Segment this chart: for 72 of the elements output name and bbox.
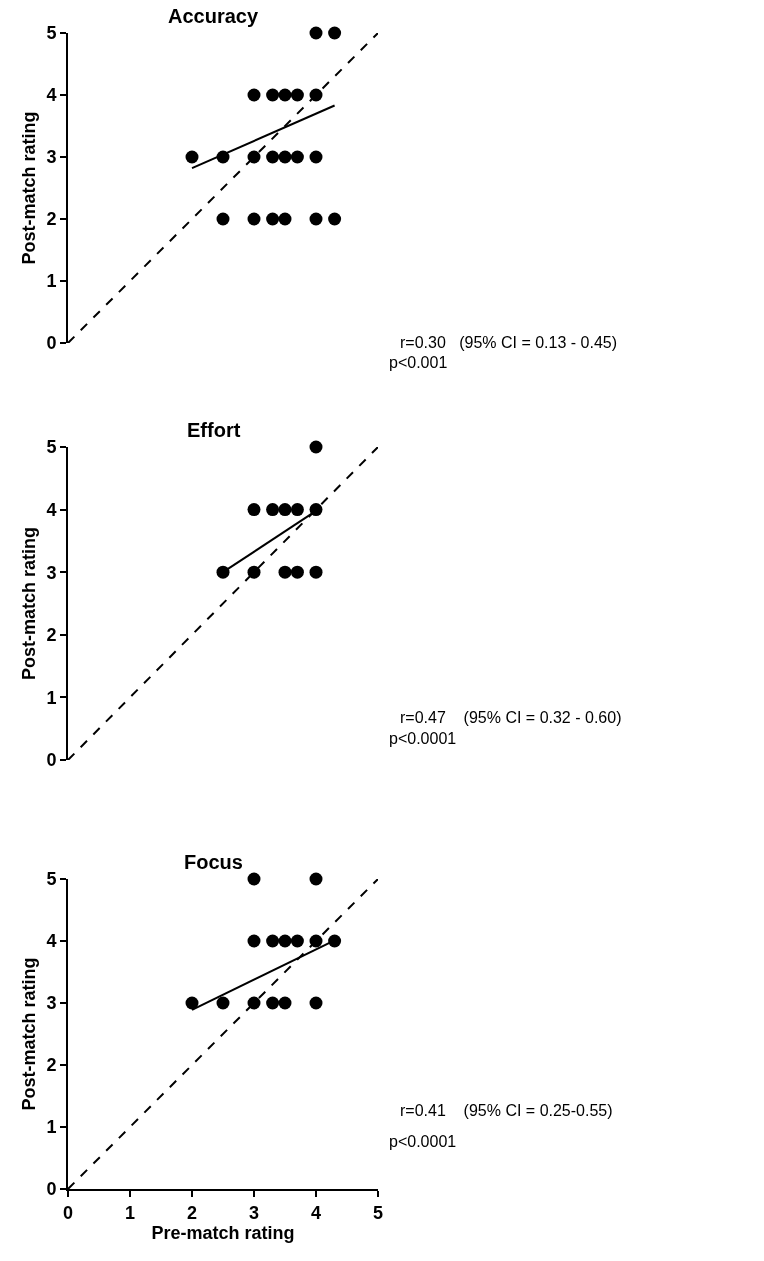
- point: [266, 996, 280, 1010]
- point: [278, 996, 292, 1010]
- point: [247, 934, 261, 948]
- text: r=0.41 (95% CI = 0.25-0.55): [400, 1102, 613, 1119]
- x-tick-label: 5: [372, 1202, 384, 1223]
- y-tick-label: 4: [46, 499, 57, 520]
- point: [309, 872, 323, 886]
- y-tick-label: 0: [46, 333, 57, 354]
- y-tick-label: 1: [46, 687, 57, 708]
- point: [247, 503, 261, 517]
- point: [266, 212, 280, 226]
- point: [266, 88, 280, 102]
- point: [278, 565, 292, 579]
- y-tick-label: 0: [46, 1179, 57, 1200]
- text: r=0.47 (95% CI = 0.32 - 0.60): [400, 709, 622, 726]
- point: [278, 503, 292, 517]
- y-tick-label: 5: [46, 869, 57, 890]
- point: [247, 872, 261, 886]
- point: [328, 26, 342, 40]
- chart-title: Effort: [187, 419, 241, 441]
- y-axis-title: Post-match rating: [19, 526, 40, 681]
- point: [278, 934, 292, 948]
- text: r=0.30 (95% CI = 0.13 - 0.45): [400, 334, 618, 351]
- point: [278, 88, 292, 102]
- point: [290, 565, 304, 579]
- y-tick-label: 1: [46, 1117, 57, 1138]
- chart-title: Accuracy: [168, 5, 259, 27]
- y-tick-label: 4: [46, 931, 57, 952]
- x-tick-label: 4: [310, 1202, 322, 1223]
- point: [309, 212, 323, 226]
- text: p<0.0001: [389, 730, 457, 747]
- point: [309, 996, 323, 1010]
- point: [309, 150, 323, 164]
- point: [216, 996, 230, 1010]
- y-tick-label: 3: [46, 562, 57, 583]
- point: [266, 150, 280, 164]
- point: [278, 150, 292, 164]
- x-axis-title: Pre-match rating: [151, 1222, 295, 1243]
- y-tick-label: 1: [46, 271, 57, 292]
- point: [328, 212, 342, 226]
- y-axis-title: Post-match rating: [19, 957, 40, 1111]
- y-tick-label: 5: [46, 437, 57, 458]
- point: [266, 503, 280, 517]
- y-tick-label: 2: [46, 1055, 57, 1076]
- y-tick-label: 2: [46, 209, 57, 230]
- point: [247, 212, 261, 226]
- x-tick-label: 2: [186, 1202, 198, 1223]
- y-tick-label: 3: [46, 993, 57, 1014]
- y-tick-label: 2: [46, 625, 57, 646]
- point: [309, 440, 323, 454]
- point: [290, 150, 304, 164]
- point: [278, 212, 292, 226]
- point: [247, 88, 261, 102]
- chart-title: Focus: [184, 851, 243, 873]
- y-tick-label: 3: [46, 147, 57, 168]
- y-tick-label: 0: [46, 750, 57, 771]
- point: [290, 88, 304, 102]
- point: [290, 934, 304, 948]
- point: [266, 934, 280, 948]
- text: p<0.0001: [389, 1133, 457, 1150]
- x-tick-label: 1: [124, 1202, 136, 1223]
- y-tick-label: 4: [46, 85, 57, 106]
- text: p<0.001: [389, 354, 448, 371]
- point: [216, 212, 230, 226]
- x-tick-label: 0: [62, 1202, 74, 1223]
- y-axis-title: Post-match rating: [19, 111, 40, 265]
- y-tick-label: 5: [46, 23, 57, 44]
- point: [309, 565, 323, 579]
- x-tick-label: 3: [248, 1202, 260, 1223]
- point: [309, 26, 323, 40]
- point: [185, 150, 199, 164]
- point: [290, 503, 304, 517]
